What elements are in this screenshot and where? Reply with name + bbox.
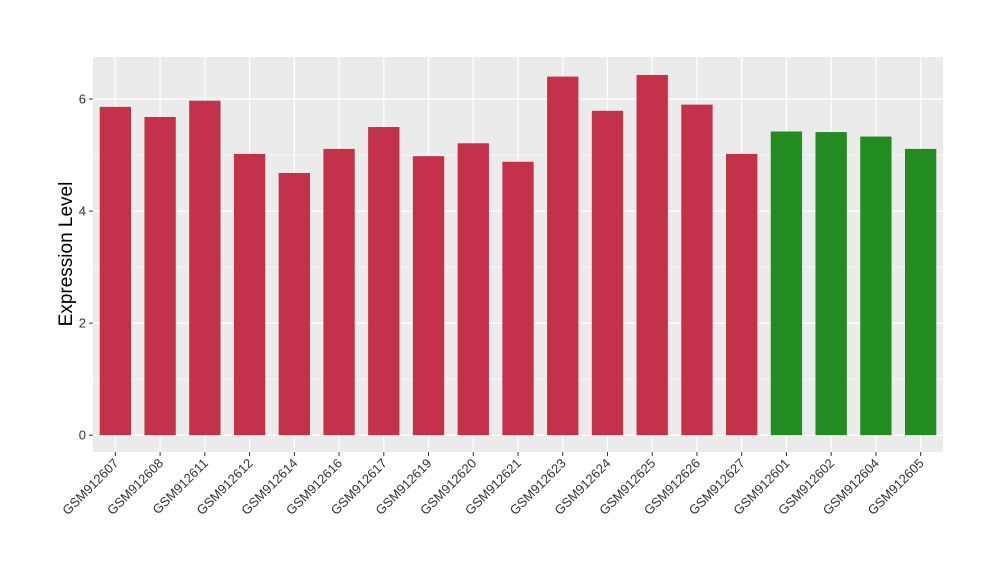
bar-gsm912614 [278,172,310,436]
bar-gsm912601 [770,131,803,436]
bar-gsm912623 [547,76,579,436]
bar-gsm912617 [368,127,400,436]
bar-gsm912620 [457,143,489,436]
bar-gsm912624 [591,110,624,436]
y-tick-label: 0 [79,428,86,443]
y-axis-ticks: 0 2 4 6 [79,92,93,443]
bar-gsm912621 [502,161,534,436]
bars [99,74,937,436]
y-axis-title: Expression Level [56,182,77,327]
bar-gsm912602 [815,132,847,436]
bar-gsm912626 [681,104,713,436]
bar-gsm912625 [636,74,668,436]
y-tick-label: 2 [79,316,86,331]
bar-gsm912607 [99,106,132,436]
bar-gsm912611 [189,100,221,436]
bar-gsm912619 [412,156,445,436]
y-tick-label: 4 [79,204,86,219]
bar-gsm912605 [904,148,937,436]
x-axis-ticks: GSM912607GSM912608GSM912611GSM912612GSM9… [59,452,927,518]
y-tick-label: 6 [79,92,86,107]
bar-gsm912616 [323,148,355,436]
bar-gsm912627 [726,153,758,436]
bar-gsm912608 [144,116,176,436]
bar-gsm912612 [233,153,266,436]
bar-gsm912604 [860,136,892,436]
